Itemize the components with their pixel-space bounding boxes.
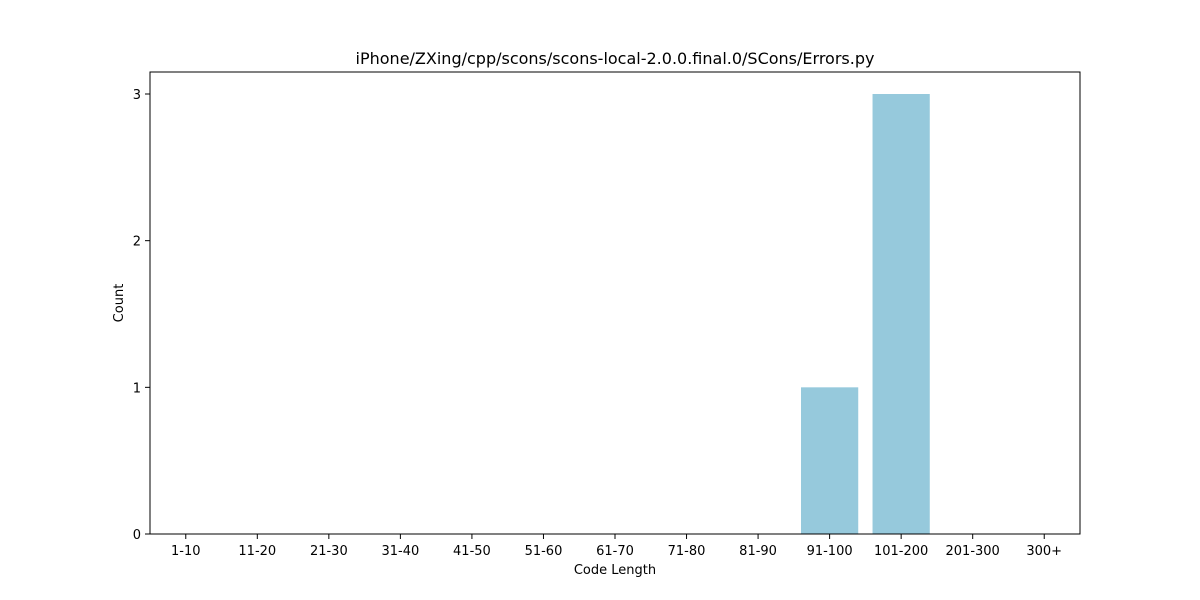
y-axis-ticks: 0 1 2 3 — [133, 88, 150, 543]
x-tick-label: 11-20 — [238, 544, 276, 559]
bar-91-100 — [801, 387, 859, 534]
y-tick-label: 0 — [133, 528, 141, 543]
x-tick-label: 51-60 — [525, 544, 563, 559]
x-tick-label: 91-100 — [807, 544, 853, 559]
chart-title: iPhone/ZXing/cpp/scons/scons-local-2.0.0… — [356, 49, 875, 68]
x-tick-label: 31-40 — [381, 544, 419, 559]
y-tick-label: 1 — [133, 381, 141, 396]
x-axis-label: Code Length — [574, 563, 656, 578]
bars-group — [801, 94, 930, 534]
y-tick-label: 2 — [133, 235, 141, 250]
y-axis-label: Count — [112, 284, 127, 323]
x-tick-label: 21-30 — [310, 544, 348, 559]
x-tick-label: 61-70 — [596, 544, 634, 559]
x-tick-label: 81-90 — [739, 544, 777, 559]
plot-frame — [149, 71, 1081, 535]
x-axis-ticks: 1-10 11-20 21-30 31-40 41-50 51-60 61-70 71-80 8… — [171, 534, 1062, 559]
x-tick-label: 41-50 — [453, 544, 491, 559]
x-tick-label: 300+ — [1026, 544, 1062, 559]
x-tick-label: 201-300 — [946, 544, 1000, 559]
y-tick-label: 3 — [133, 88, 141, 103]
x-tick-label: 71-80 — [668, 544, 706, 559]
x-tick-label: 1-10 — [171, 544, 201, 559]
bar-101-200 — [872, 94, 930, 534]
x-tick-label: 101-200 — [874, 544, 928, 559]
